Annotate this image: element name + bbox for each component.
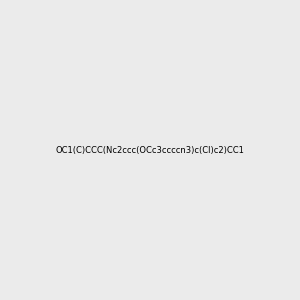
Text: OC1(C)CCC(Nc2ccc(OCc3ccccn3)c(Cl)c2)CC1: OC1(C)CCC(Nc2ccc(OCc3ccccn3)c(Cl)c2)CC1 [56, 146, 244, 154]
